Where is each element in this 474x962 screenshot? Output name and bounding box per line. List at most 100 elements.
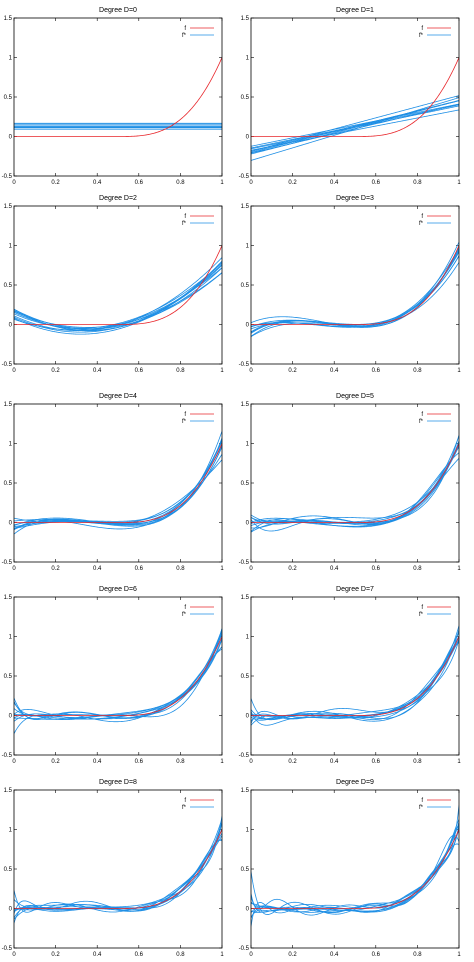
panel-title: Degree D=1 [336, 7, 374, 14]
fitted-curve [14, 628, 222, 717]
fitted-curve [251, 830, 459, 918]
y-tick-label: 0 [246, 907, 250, 913]
x-tick-label: 0.2 [288, 952, 297, 958]
legend-label-f-star: f* [419, 419, 424, 425]
x-tick-label: 0.6 [372, 952, 381, 958]
y-tick-label: -0.5 [2, 362, 13, 368]
legend-label-f: f [421, 605, 423, 611]
fitted-curve [251, 642, 459, 720]
fitted-curve [14, 630, 222, 721]
x-tick-label: 0.4 [330, 759, 339, 765]
panel-title: Degree D=4 [99, 393, 137, 400]
true-function-curve [14, 636, 222, 716]
x-tick-label: 0.6 [372, 180, 381, 186]
panel-title: Degree D=8 [99, 779, 137, 786]
y-tick-label: 1.5 [241, 595, 250, 601]
x-tick-label: 0.8 [176, 759, 185, 765]
panel-title: Degree D=6 [99, 586, 137, 593]
fitted-curve [251, 824, 459, 913]
legend-label-f-star: f* [419, 805, 424, 811]
x-tick-label: 1 [457, 368, 461, 374]
x-tick-label: 0.8 [176, 180, 185, 186]
fitted-curve [251, 834, 459, 913]
true-function-curve [251, 443, 459, 523]
legend-label-f: f [184, 26, 186, 32]
legend-label-f-star: f* [182, 612, 187, 618]
y-tick-label: 1 [9, 828, 13, 834]
curves [251, 57, 459, 161]
curves [251, 625, 459, 726]
x-tick-label: 0.4 [330, 368, 339, 374]
x-tick-label: 0.4 [93, 180, 102, 186]
legend-label-f: f [184, 798, 186, 804]
fitted-curve [14, 439, 222, 531]
true-function-curve [14, 443, 222, 523]
y-tick-label: 1.5 [4, 204, 13, 210]
fitted-curve [251, 638, 459, 726]
fitted-curve [251, 97, 459, 161]
fitted-curve [14, 446, 222, 526]
fitted-curve [14, 267, 222, 331]
y-tick-label: 0.5 [241, 481, 250, 487]
panel-title: Degree D=3 [336, 195, 374, 202]
legend-label-f: f [421, 798, 423, 804]
curves [14, 628, 222, 734]
x-tick-label: 0.2 [51, 368, 60, 374]
panel-title: Degree D=7 [336, 586, 374, 593]
x-tick-label: 0.2 [51, 952, 60, 958]
fitted-curve [251, 635, 459, 721]
y-tick-label: 0 [9, 907, 13, 913]
y-tick-label: 0.5 [241, 95, 250, 101]
x-tick-label: 0.4 [93, 566, 102, 572]
x-tick-label: 0.4 [330, 566, 339, 572]
x-tick-label: 1 [220, 759, 224, 765]
y-tick-label: -0.5 [239, 946, 250, 952]
y-tick-label: 0.5 [4, 481, 13, 487]
fitted-curve [251, 443, 459, 525]
panel-degree-8: Degree D=80 0.2 0.4 0.6 0.8 1-0.500.511.5ff* [2, 779, 225, 958]
x-tick-label: 0.6 [135, 180, 144, 186]
y-tick-label: 1 [246, 635, 250, 641]
x-tick-label: 0.4 [93, 952, 102, 958]
y-tick-label: 1 [9, 635, 13, 641]
y-tick-label: 1.5 [4, 595, 13, 601]
panel-degree-3: Degree D=30 0.2 0.4 0.6 0.8 1-0.500.511.5ff* [239, 195, 462, 374]
plot-frame [13, 403, 223, 563]
y-tick-label: 0 [9, 714, 13, 720]
y-tick-label: 0 [246, 714, 250, 720]
x-tick-label: 0.8 [413, 566, 422, 572]
curves [14, 245, 222, 335]
plot-frame [250, 789, 460, 949]
y-tick-label: 0.5 [241, 674, 250, 680]
panel-degree-1: Degree D=10 0.2 0.4 0.6 0.8 1-0.500.511.5ff* [239, 7, 462, 186]
y-tick-label: 1 [246, 442, 250, 448]
x-tick-label: 1 [220, 368, 224, 374]
legend-label-f: f [184, 412, 186, 418]
x-tick-label: 0.2 [288, 566, 297, 572]
x-tick-label: 0.8 [176, 566, 185, 572]
y-tick-label: 1 [9, 56, 13, 62]
fitted-curve [14, 648, 222, 720]
y-tick-label: 1.5 [4, 788, 13, 794]
curves [14, 431, 222, 535]
y-tick-label: 0 [246, 323, 250, 329]
plot-frame [13, 17, 223, 177]
x-tick-label: 0 [249, 759, 253, 765]
y-tick-label: 1.5 [241, 16, 250, 22]
x-tick-label: 1 [457, 180, 461, 186]
fitted-curve [251, 826, 459, 913]
x-tick-label: 0.8 [413, 368, 422, 374]
x-tick-label: 0.4 [330, 952, 339, 958]
panel-degree-7: Degree D=70 0.2 0.4 0.6 0.8 1-0.500.511.5ff* [239, 586, 462, 765]
plot-frame [250, 205, 460, 365]
y-tick-label: -0.5 [239, 560, 250, 566]
fitted-curve [251, 262, 459, 328]
y-tick-label: -0.5 [239, 362, 250, 368]
curves [251, 434, 459, 533]
x-tick-label: 0.8 [176, 368, 185, 374]
x-tick-label: 0.2 [51, 566, 60, 572]
fitted-curve [251, 251, 459, 330]
true-function-curve [251, 245, 459, 325]
fitted-curve [14, 633, 222, 720]
